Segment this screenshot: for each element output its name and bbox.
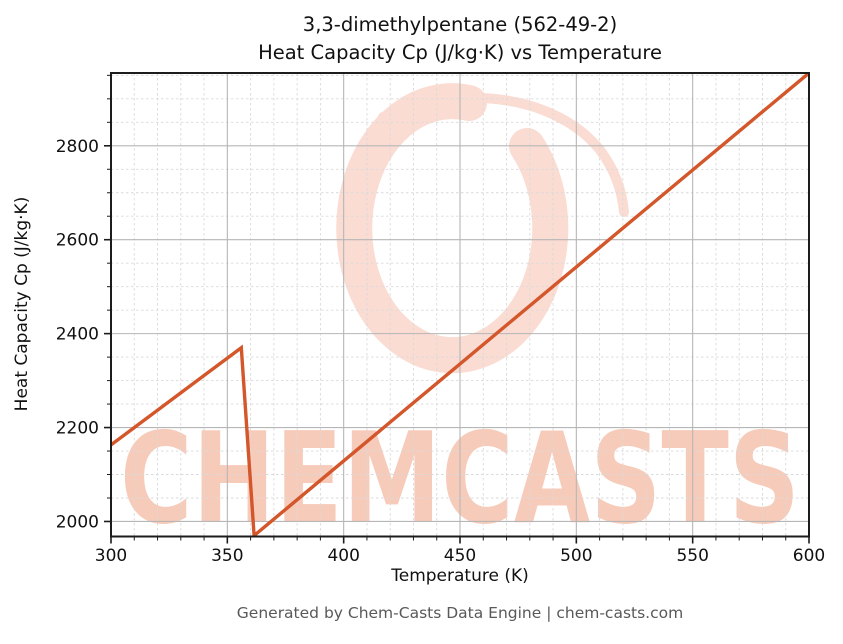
- x-tick-label: 550: [676, 546, 708, 566]
- x-tick-label: 300: [95, 546, 127, 566]
- data-line: [111, 73, 809, 537]
- x-tick-label: 450: [444, 546, 476, 566]
- y-tick-label: 2400: [56, 325, 99, 345]
- y-tick-label: 2000: [56, 512, 99, 532]
- chart-title: 3,3-dimethylpentane (562-49-2) Heat Capa…: [111, 11, 809, 67]
- axes-layer: 300 350 400 450 500 550 600 2000 2200 2400 2600 280…: [56, 72, 825, 566]
- y-tick-label: 2600: [56, 231, 99, 251]
- grid-layer: [111, 73, 809, 537]
- chart-title-line1: 3,3-dimethylpentane (562-49-2): [302, 13, 618, 36]
- watermark-logo-swoosh: [378, 92, 629, 217]
- series-layer: [111, 73, 809, 537]
- y-tick-label: 2800: [56, 137, 99, 157]
- x-tick-label: 500: [560, 546, 592, 566]
- y-axis-label: Heat Capacity Cp (J/kg·K): [12, 196, 32, 412]
- watermark-logo-circle: [336, 83, 569, 374]
- x-axis-label: Temperature (K): [391, 566, 529, 586]
- footer-credit: Generated by Chem-Casts Data Engine | ch…: [236, 604, 684, 622]
- chart-title-line2: Heat Capacity Cp (J/kg·K) vs Temperature: [258, 41, 662, 64]
- y-tick-label: 2200: [56, 419, 99, 439]
- x-tick-label: 400: [327, 546, 359, 566]
- x-tick-label: 600: [793, 546, 825, 566]
- x-tick-label: 350: [211, 546, 243, 566]
